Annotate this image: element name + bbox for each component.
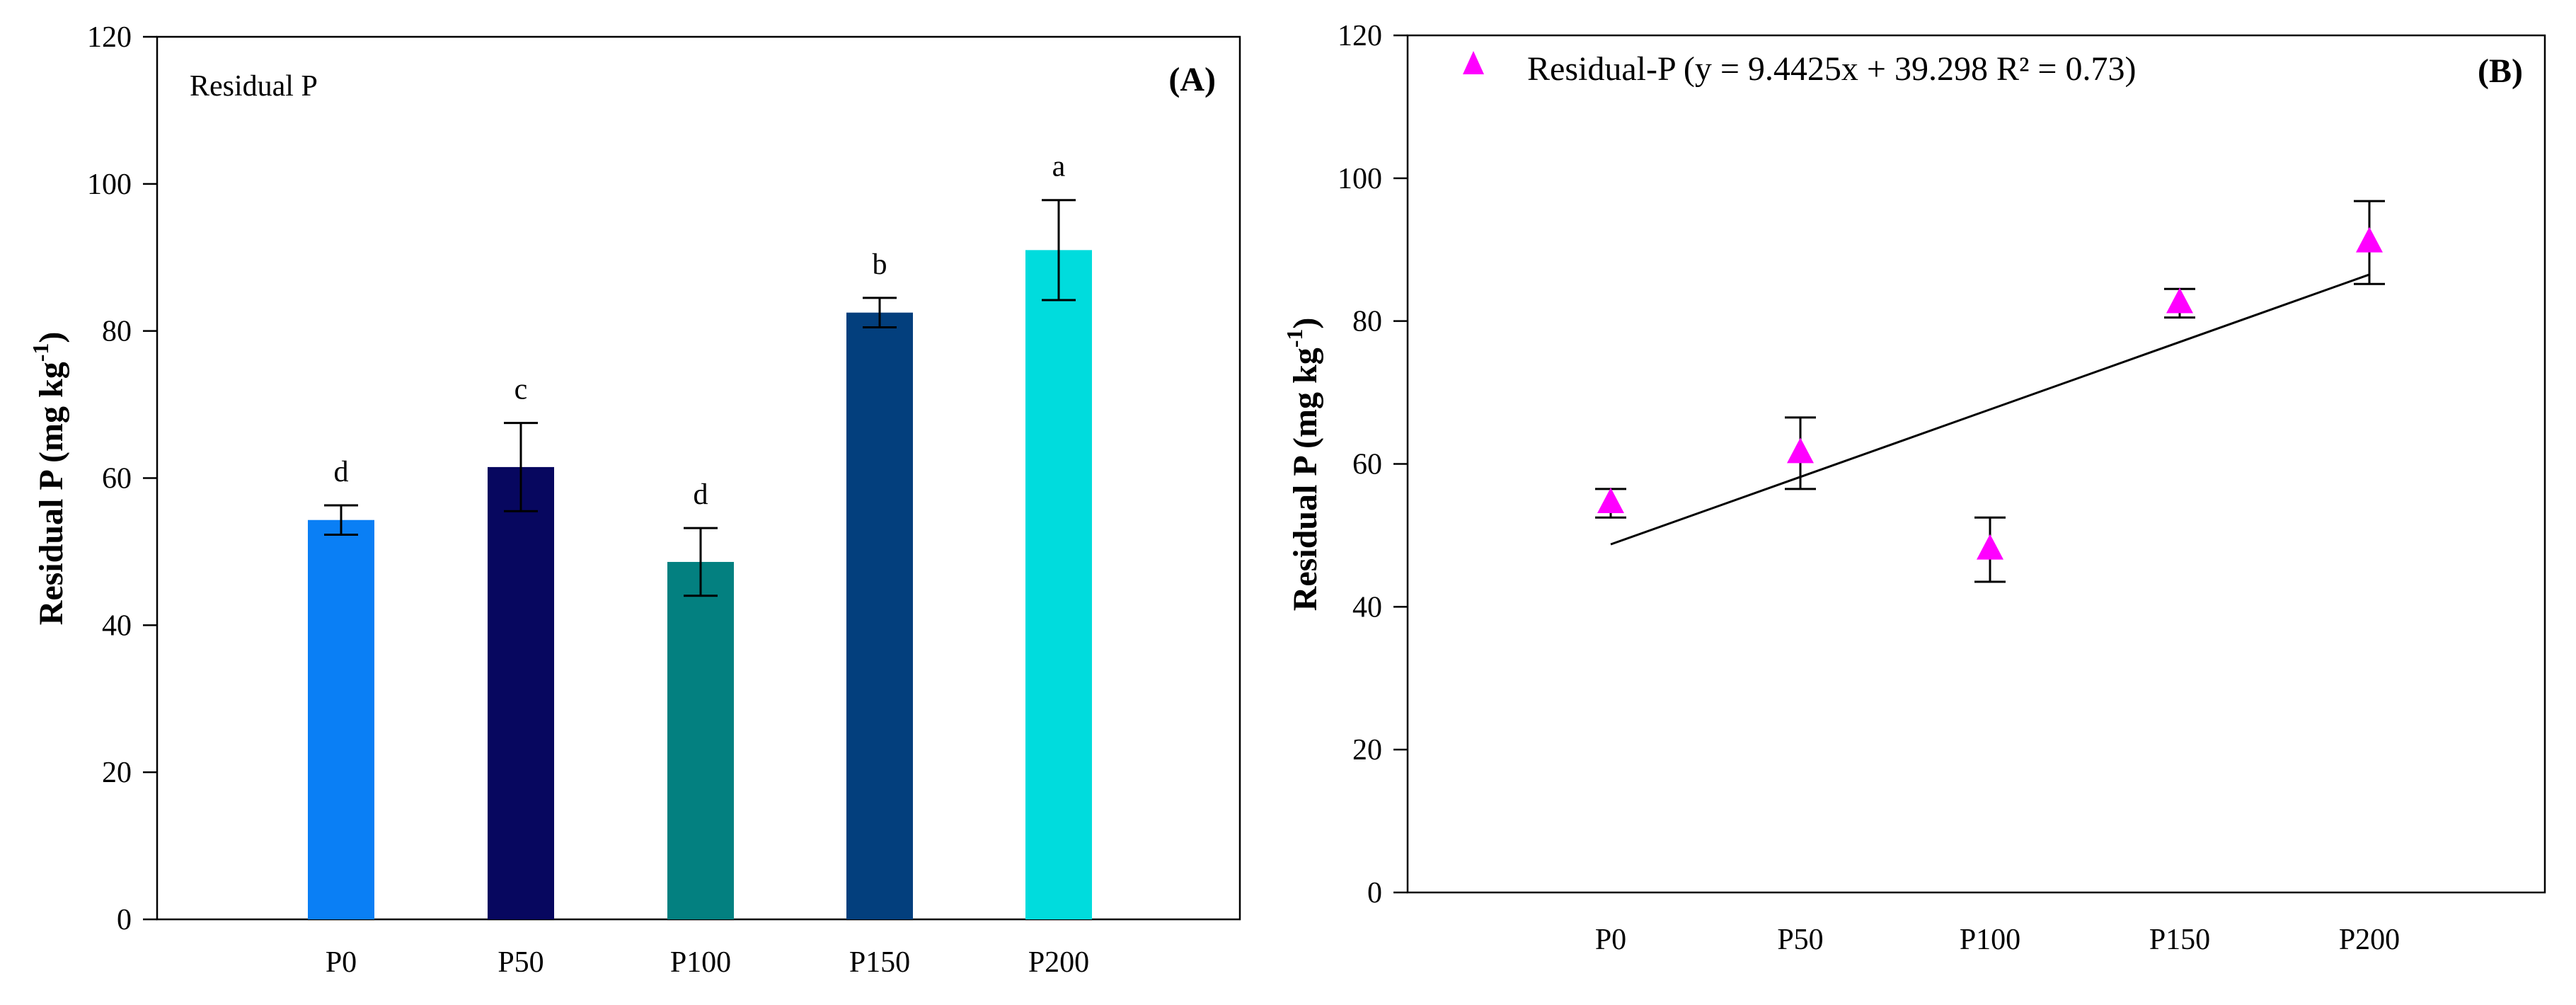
x-tick-label: P150	[849, 946, 910, 979]
x-tick-label: P50	[498, 946, 544, 979]
y-tick-label: 20	[102, 757, 132, 789]
y-tick-label: 60	[102, 463, 132, 495]
panel-b-scatter-chart: (B) Residual P (mg kg-1) Residual-P (y =…	[1282, 20, 2546, 956]
panel-b-plot-frame	[1406, 34, 2546, 894]
significance-letter: d	[694, 478, 708, 511]
bar	[846, 312, 913, 919]
panel-a-y-ticks: 0 20 40 60 80 100 120	[87, 21, 157, 936]
panel-b-y-axis-label: Residual P (mg kg-1)	[1282, 318, 1324, 611]
legend-marker-icon	[1463, 51, 1484, 74]
data-point-marker	[1597, 488, 1624, 514]
panel-b-legend: Residual-P (y = 9.4425x + 39.298 R² = 0.…	[1527, 50, 2136, 88]
regression-line	[1610, 273, 2370, 546]
panel-a-label: (A)	[1168, 61, 1216, 98]
panel-b-fit-line	[1610, 273, 2370, 546]
x-tick-label: P0	[1595, 924, 1626, 956]
bar	[667, 561, 734, 919]
x-tick-label: P50	[1777, 924, 1823, 956]
significance-letter: a	[1052, 151, 1066, 183]
y-tick-label: 120	[1338, 20, 1382, 52]
panel-b-y-ticks: 0 20 40 60 80 100 120	[1338, 20, 1408, 909]
y-tick-label: 20	[1352, 734, 1382, 766]
significance-letter: d	[334, 456, 349, 488]
bar	[1025, 250, 1092, 919]
y-tick-label: 80	[102, 316, 132, 348]
y-tick-label: 100	[1338, 163, 1382, 195]
panel-b-points	[1595, 200, 2385, 583]
y-tick-label: 120	[87, 21, 132, 54]
y-tick-label: 60	[1352, 449, 1382, 481]
significance-letter: c	[514, 374, 528, 406]
panel-a-x-ticks: P0 P50 P100 P150 P200	[326, 946, 1089, 979]
y-tick-label: 0	[1367, 877, 1382, 909]
bar	[488, 466, 554, 919]
x-tick-label: P100	[670, 946, 731, 979]
significance-letter: b	[873, 248, 887, 281]
x-tick-label: P0	[326, 946, 357, 979]
x-tick-label: P150	[2149, 924, 2210, 956]
data-point-marker	[1787, 437, 1814, 464]
panel-a-title: Residual P	[190, 70, 318, 103]
y-tick-label: 100	[87, 168, 132, 201]
data-point-marker	[1977, 534, 2003, 560]
y-tick-label: 40	[102, 609, 132, 642]
panel-b-label: (B)	[2478, 52, 2523, 90]
data-point-marker	[2356, 226, 2383, 253]
y-tick-label: 80	[1352, 306, 1382, 338]
x-tick-label: P200	[2339, 924, 2400, 956]
panel-a-y-axis-label: Residual P (mg kg-1)	[28, 332, 70, 626]
panel-b-x-ticks: P0 P50 P100 P150 P200	[1595, 924, 2400, 956]
x-tick-label: P100	[1960, 924, 2020, 956]
x-tick-label: P200	[1028, 946, 1089, 979]
y-tick-label: 0	[117, 904, 132, 936]
panel-a-bar-chart: Residual P (A) Residual P (mg kg-1) 0 20 4…	[28, 21, 1241, 979]
y-tick-label: 40	[1352, 591, 1382, 624]
data-point-marker	[2166, 287, 2193, 314]
panel-a-bars: d c d b a	[308, 151, 1092, 919]
bar	[308, 519, 374, 919]
